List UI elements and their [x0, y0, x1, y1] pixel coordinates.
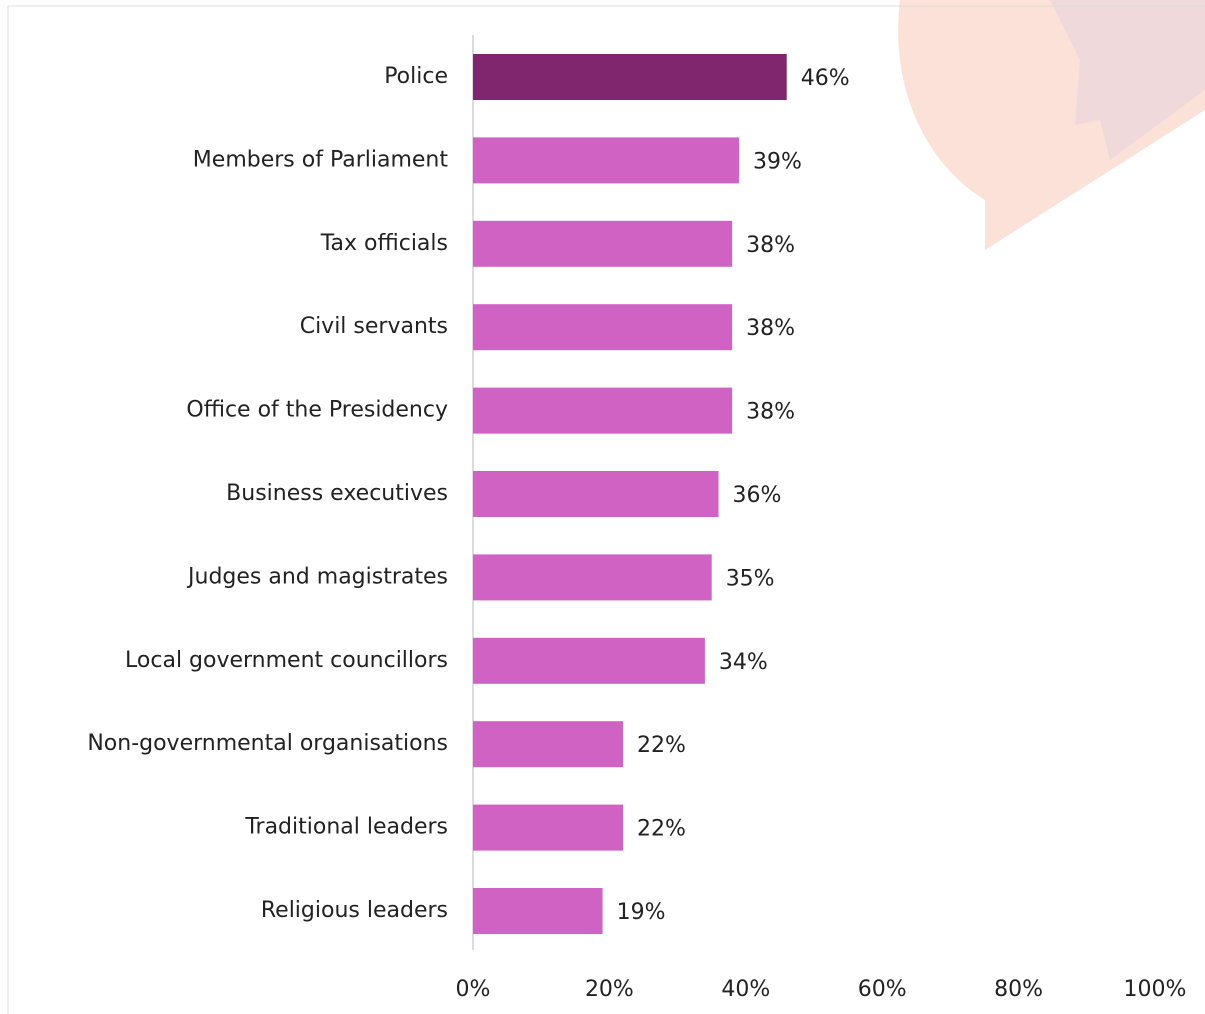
bar: [473, 387, 733, 434]
x-tick-label: 80%: [994, 977, 1043, 1002]
value-label: 46%: [801, 66, 850, 91]
background-decoration: [898, 0, 1205, 250]
bar: [473, 888, 603, 934]
value-label: 36%: [733, 483, 782, 508]
bar: [473, 721, 624, 768]
bar: [473, 471, 719, 517]
bar: [473, 304, 733, 351]
y-tick-label: Police: [384, 64, 448, 89]
bar: [473, 554, 712, 601]
bar: [473, 637, 705, 684]
y-tick-label: Non-governmental organisations: [87, 731, 448, 756]
value-label: 39%: [753, 149, 802, 174]
y-tick-label: Religious leaders: [261, 898, 448, 923]
value-label: 38%: [746, 400, 795, 425]
y-tick-label: Local government councillors: [125, 648, 448, 673]
x-tick-label: 0%: [456, 977, 491, 1002]
decor-shape: [1050, 0, 1205, 160]
x-tick-label: 20%: [585, 977, 634, 1002]
bar: [473, 804, 624, 851]
y-tick-label: Judges and magistrates: [186, 564, 448, 589]
bar: [473, 54, 787, 100]
y-tick-label: Tax officials: [320, 231, 448, 256]
y-tick-label: Civil servants: [300, 314, 448, 339]
value-label: 19%: [617, 900, 666, 925]
x-tick-label: 40%: [721, 977, 770, 1002]
value-label: 35%: [726, 566, 775, 591]
value-label: 22%: [637, 817, 686, 842]
bar: [473, 220, 733, 267]
y-tick-label: Members of Parliament: [193, 147, 449, 172]
x-tick-label: 60%: [858, 977, 907, 1002]
y-tick-label: Traditional leaders: [244, 815, 448, 840]
x-tick-label: 100%: [1124, 977, 1187, 1002]
y-tick-label: Office of the Presidency: [186, 398, 448, 423]
y-tick-label: Business executives: [226, 481, 448, 506]
value-label: 38%: [746, 316, 795, 341]
value-label: 34%: [719, 650, 768, 675]
value-label: 22%: [637, 733, 686, 758]
value-label: 38%: [746, 233, 795, 258]
bar: [473, 137, 739, 184]
